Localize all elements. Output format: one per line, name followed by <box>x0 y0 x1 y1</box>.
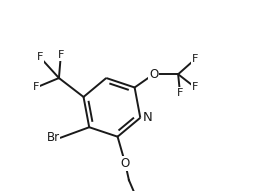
Text: F: F <box>192 54 198 64</box>
Text: O: O <box>149 68 158 81</box>
Text: N: N <box>143 111 153 124</box>
Text: F: F <box>177 88 183 98</box>
Text: F: F <box>37 52 43 62</box>
Text: Br: Br <box>47 131 60 144</box>
Text: F: F <box>33 83 39 93</box>
Text: F: F <box>192 83 198 93</box>
Text: F: F <box>58 50 64 60</box>
Text: O: O <box>121 157 130 170</box>
